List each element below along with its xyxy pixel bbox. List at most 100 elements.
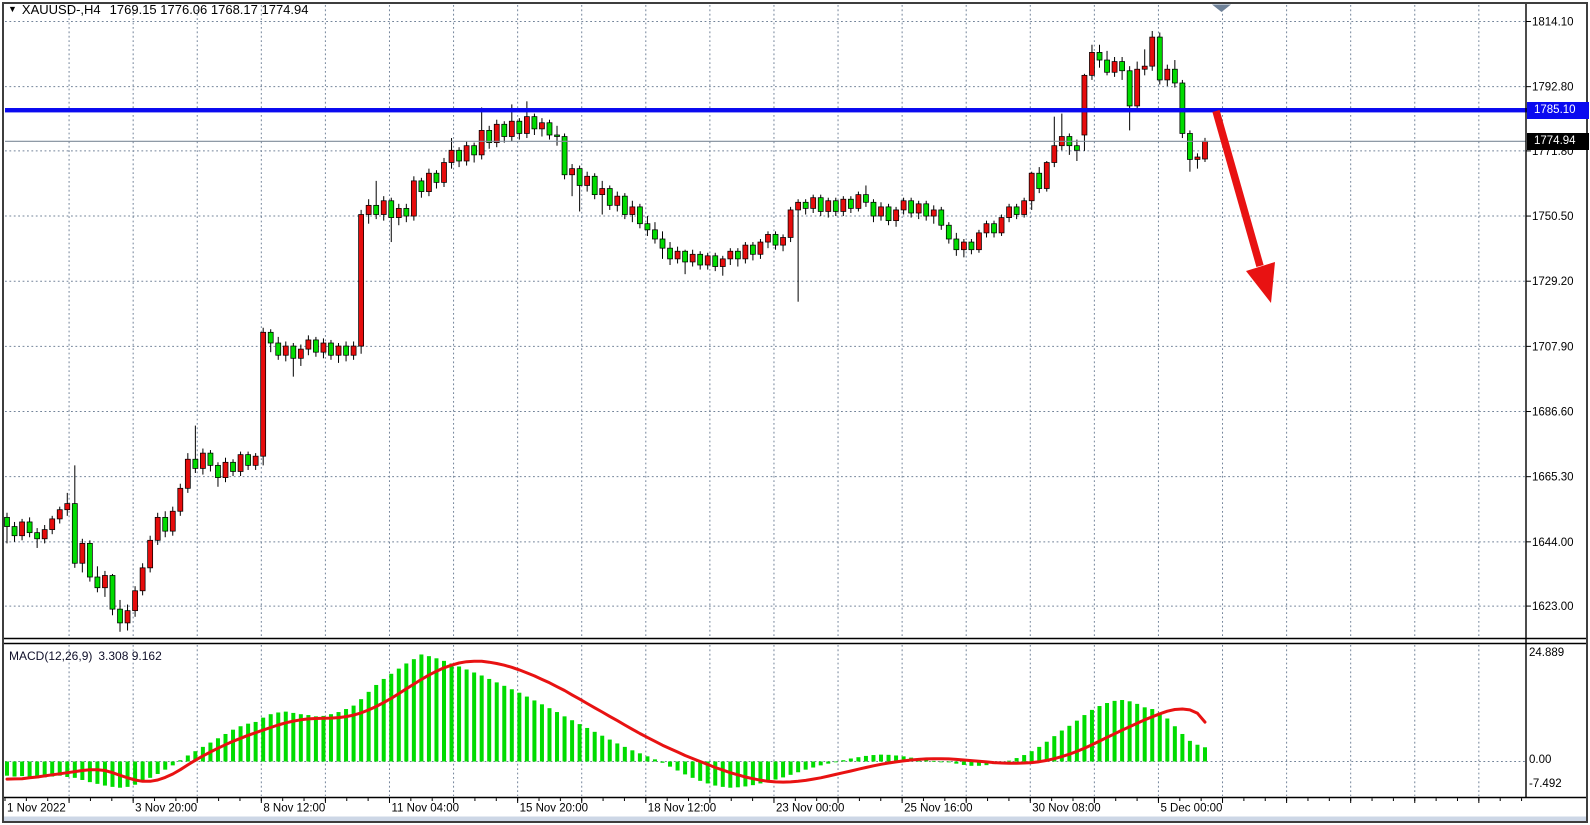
annotation-layer[interactable]: [5, 4, 1528, 304]
macd-panel[interactable]: [5, 654, 1207, 788]
candle[interactable]: [832, 200, 839, 212]
candle[interactable]: [1043, 162, 1050, 189]
candle[interactable]: [237, 454, 244, 472]
candle[interactable]: [313, 339, 319, 353]
candle[interactable]: [215, 464, 221, 478]
candle[interactable]: [1081, 74, 1088, 136]
candle[interactable]: [569, 168, 575, 176]
candle[interactable]: [41, 529, 48, 540]
candle[interactable]: [855, 194, 862, 209]
candle[interactable]: [290, 345, 297, 359]
candle[interactable]: [908, 200, 915, 214]
candle[interactable]: [305, 339, 312, 350]
candle[interactable]: [900, 200, 907, 211]
candle[interactable]: [945, 224, 952, 240]
candle[interactable]: [802, 201, 809, 209]
candle[interactable]: [486, 130, 493, 144]
candle[interactable]: [531, 116, 538, 130]
candle[interactable]: [1156, 36, 1163, 81]
candle[interactable]: [471, 145, 478, 156]
candle[interactable]: [373, 204, 380, 215]
candle[interactable]: [297, 348, 304, 359]
candle[interactable]: [599, 188, 606, 196]
candle[interactable]: [109, 575, 116, 610]
candle[interactable]: [780, 237, 786, 246]
candle[interactable]: [1134, 68, 1141, 107]
candle[interactable]: [267, 331, 274, 344]
candle[interactable]: [343, 345, 349, 356]
candle[interactable]: [1028, 172, 1035, 202]
candle[interactable]: [358, 214, 364, 347]
candle[interactable]: [923, 203, 930, 217]
candle[interactable]: [719, 258, 726, 267]
candle[interactable]: [275, 342, 282, 356]
candle[interactable]: [147, 539, 154, 569]
candle[interactable]: [606, 188, 613, 206]
candle[interactable]: [584, 175, 591, 186]
candle[interactable]: [1149, 36, 1156, 67]
candle[interactable]: [501, 123, 508, 137]
candle[interactable]: [968, 241, 975, 251]
candle[interactable]: [1013, 206, 1020, 215]
candle[interactable]: [1074, 145, 1080, 151]
candle[interactable]: [441, 162, 447, 183]
candle[interactable]: [252, 455, 259, 466]
candle[interactable]: [591, 175, 598, 196]
candle[interactable]: [79, 542, 86, 564]
candle[interactable]: [810, 197, 817, 209]
candle[interactable]: [1111, 61, 1118, 73]
candle[interactable]: [169, 510, 176, 532]
candle[interactable]: [245, 454, 251, 466]
candle[interactable]: [124, 610, 131, 624]
candle[interactable]: [561, 136, 568, 176]
candle[interactable]: [742, 244, 749, 260]
candle[interactable]: [184, 458, 191, 489]
candle[interactable]: [463, 145, 470, 162]
candle[interactable]: [938, 209, 945, 226]
candle[interactable]: [11, 526, 18, 537]
candle[interactable]: [915, 203, 922, 214]
candle[interactable]: [282, 345, 289, 356]
candle[interactable]: [961, 241, 967, 251]
candle[interactable]: [177, 487, 184, 512]
candle[interactable]: [998, 217, 1005, 234]
candle[interactable]: [192, 458, 199, 469]
candle[interactable]: [230, 461, 236, 472]
candle[interactable]: [614, 195, 621, 206]
candle[interactable]: [757, 241, 764, 255]
candle[interactable]: [644, 223, 651, 231]
candle[interactable]: [870, 201, 877, 217]
candle[interactable]: [863, 194, 869, 203]
candle[interactable]: [554, 134, 560, 137]
candle[interactable]: [64, 503, 71, 511]
candle[interactable]: [817, 197, 824, 212]
candle[interactable]: [71, 503, 78, 564]
candle[interactable]: [162, 516, 169, 532]
candle[interactable]: [885, 206, 892, 222]
candle[interactable]: [637, 206, 643, 225]
candle[interactable]: [433, 172, 440, 183]
candle[interactable]: [117, 608, 123, 624]
candle[interactable]: [878, 206, 884, 217]
candle[interactable]: [524, 116, 530, 134]
candle[interactable]: [395, 208, 402, 218]
candle[interactable]: [893, 209, 899, 222]
candle[interactable]: [1021, 200, 1028, 215]
candle[interactable]: [795, 201, 801, 211]
candle[interactable]: [1187, 133, 1193, 160]
candle[interactable]: [1202, 140, 1208, 160]
candle[interactable]: [1036, 172, 1043, 189]
time-axis[interactable]: 1 Nov 2022 3 Nov 20:00 8 Nov 12:00 11 Nov 0…: [4, 798, 1523, 815]
candle[interactable]: [516, 120, 523, 134]
candle[interactable]: [697, 253, 704, 266]
candle[interactable]: [102, 575, 108, 589]
candle[interactable]: [930, 209, 937, 217]
candle[interactable]: [365, 204, 372, 215]
candle[interactable]: [953, 238, 960, 251]
candle[interactable]: [1171, 68, 1178, 84]
candle[interactable]: [380, 200, 387, 215]
candle[interactable]: [493, 123, 500, 144]
candle[interactable]: [674, 250, 681, 260]
candle[interactable]: [49, 518, 56, 530]
candle[interactable]: [712, 255, 719, 267]
